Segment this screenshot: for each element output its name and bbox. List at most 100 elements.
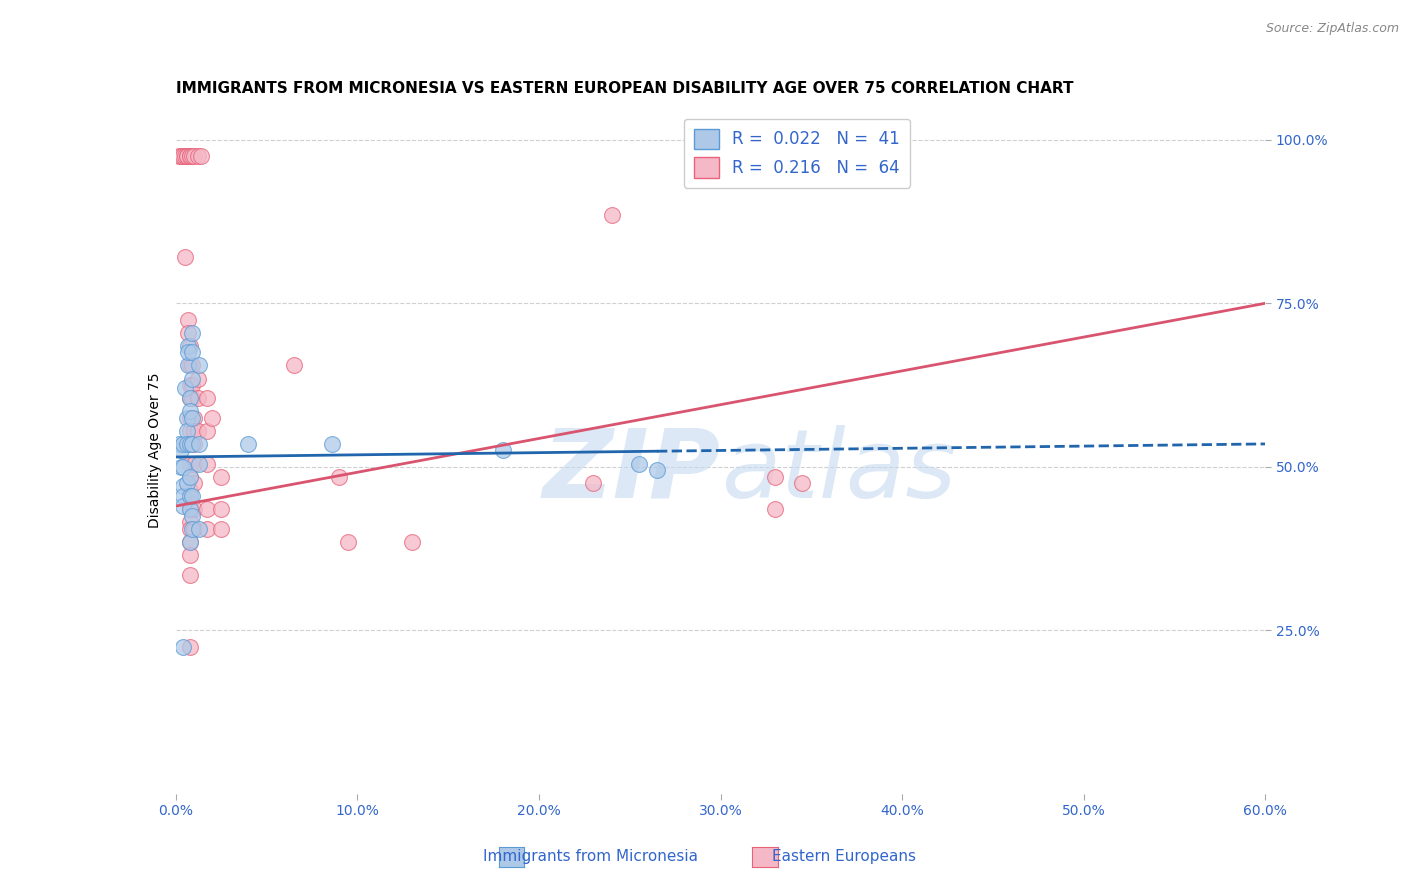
Point — [172, 437, 194, 451]
Point — [179, 391, 201, 405]
Point — [186, 391, 209, 405]
Point — [172, 640, 194, 654]
Point — [179, 535, 201, 549]
Point — [179, 404, 201, 418]
Point — [183, 424, 205, 438]
Point — [179, 469, 201, 483]
Point — [181, 371, 204, 385]
Point — [181, 522, 204, 536]
Point — [179, 522, 201, 536]
Point — [176, 149, 198, 163]
Point — [181, 437, 204, 451]
Point — [209, 522, 232, 536]
Point — [170, 459, 193, 474]
Point — [179, 149, 201, 163]
Point — [179, 339, 201, 353]
Point — [176, 424, 198, 438]
Point — [170, 443, 193, 458]
Point — [176, 149, 198, 163]
Point — [179, 437, 201, 451]
Point — [176, 476, 198, 491]
Point — [600, 208, 623, 222]
Point — [183, 457, 205, 471]
Point — [188, 522, 211, 536]
Point — [792, 476, 814, 491]
Point — [401, 535, 423, 549]
Point — [179, 359, 201, 373]
Point — [179, 437, 201, 451]
Point — [321, 437, 343, 451]
Point — [179, 640, 201, 654]
Point — [195, 424, 218, 438]
Point — [186, 371, 209, 385]
Point — [172, 149, 194, 163]
Point — [181, 326, 204, 340]
Point — [190, 149, 212, 163]
Point — [181, 489, 204, 503]
Point — [177, 326, 200, 340]
Point — [177, 339, 200, 353]
Point — [179, 378, 201, 392]
Point — [186, 424, 209, 438]
Point — [179, 391, 201, 405]
Point — [209, 502, 232, 516]
Y-axis label: Disability Age Over 75: Disability Age Over 75 — [148, 373, 162, 528]
Point — [177, 359, 200, 373]
Point — [172, 489, 194, 503]
Point — [179, 535, 201, 549]
Point — [183, 437, 205, 451]
Point — [179, 502, 201, 516]
Point — [181, 149, 204, 163]
Point — [201, 410, 224, 425]
Point — [179, 410, 201, 425]
Point — [179, 496, 201, 510]
Point — [195, 391, 218, 405]
Point — [179, 469, 201, 483]
Point — [183, 502, 205, 516]
Point — [181, 508, 204, 523]
Point — [177, 345, 200, 359]
Point — [763, 469, 786, 483]
Point — [179, 483, 201, 497]
Point — [195, 457, 218, 471]
Point — [181, 410, 204, 425]
Point — [170, 149, 193, 163]
Point — [645, 463, 668, 477]
Point — [172, 459, 194, 474]
Point — [173, 251, 195, 265]
Point — [183, 410, 205, 425]
Point — [582, 476, 605, 491]
Text: Immigrants from Micronesia: Immigrants from Micronesia — [484, 849, 697, 863]
Point — [176, 410, 198, 425]
Text: atlas: atlas — [721, 425, 956, 517]
Text: Eastern Europeans: Eastern Europeans — [772, 849, 915, 863]
Point — [173, 149, 195, 163]
Point — [195, 522, 218, 536]
Point — [627, 457, 650, 471]
Point — [763, 502, 786, 516]
Text: ZIP: ZIP — [543, 425, 721, 517]
Point — [337, 535, 360, 549]
Point — [179, 457, 201, 471]
Point — [328, 469, 350, 483]
Point — [183, 522, 205, 536]
Point — [181, 391, 204, 405]
Point — [169, 437, 191, 451]
Point — [173, 381, 195, 395]
Point — [283, 359, 305, 373]
Point — [179, 567, 201, 582]
Point — [238, 437, 260, 451]
Point — [183, 149, 205, 163]
Point — [195, 502, 218, 516]
Point — [169, 149, 191, 163]
Point — [181, 378, 204, 392]
Point — [179, 489, 201, 503]
Text: IMMIGRANTS FROM MICRONESIA VS EASTERN EUROPEAN DISABILITY AGE OVER 75 CORRELATIO: IMMIGRANTS FROM MICRONESIA VS EASTERN EU… — [176, 81, 1073, 96]
Point — [179, 516, 201, 530]
Point — [186, 149, 209, 163]
Point — [179, 424, 201, 438]
Point — [179, 502, 201, 516]
Point — [181, 345, 204, 359]
Point — [179, 548, 201, 562]
Point — [179, 149, 201, 163]
